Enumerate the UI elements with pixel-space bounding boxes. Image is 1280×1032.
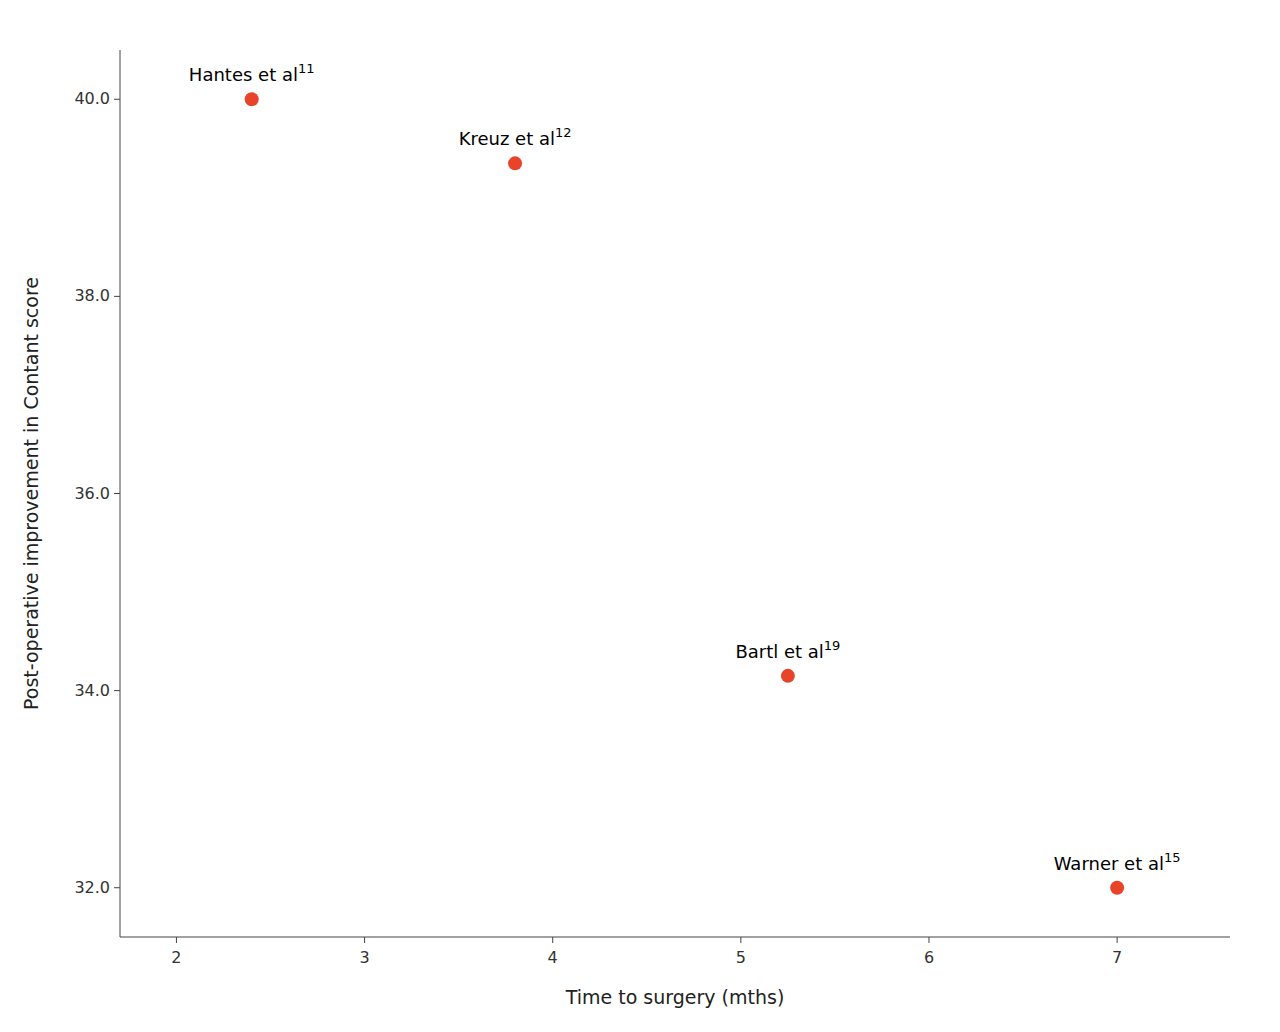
y-tick [114, 493, 120, 494]
y-tick [114, 99, 120, 100]
annotation-text: Kreuz et al [459, 128, 555, 149]
chart: 2 3 4 5 6 7 32.0 34.0 36.0 38.0 40.0 Time to surger… [0, 0, 1280, 1032]
y-tick [114, 296, 120, 297]
y-tick [114, 690, 120, 691]
x-axis-title: Time to surgery (mths) [565, 986, 785, 1008]
annotation: Hantes et al11 [189, 61, 315, 85]
annotation-text: Hantes et al [189, 64, 298, 85]
y-tick-label: 36.0 [74, 484, 110, 503]
x-tick [928, 937, 929, 943]
x-tick-label: 4 [548, 948, 558, 967]
annotation-superscript: 12 [555, 125, 572, 140]
x-tick [176, 937, 177, 943]
x-tick [552, 937, 553, 943]
x-tick-label: 2 [171, 948, 181, 967]
y-tick-label: 40.0 [74, 89, 110, 108]
annotation-superscript: 11 [298, 61, 315, 76]
x-axis-line [120, 937, 1230, 938]
axes: 2 3 4 5 6 7 32.0 34.0 36.0 38.0 40.0 [74, 50, 1230, 967]
points [245, 92, 1124, 894]
point [245, 92, 259, 106]
x-tick [1117, 937, 1118, 943]
annotation-text: Bartl et al [735, 641, 823, 662]
point [508, 156, 522, 170]
annotations: Hantes et al11 Kreuz et al12 Bartl et al19… [189, 61, 1181, 873]
annotation: Kreuz et al12 [459, 125, 572, 149]
y-axis-title: Post-operative improvement in Contant sc… [20, 277, 42, 710]
y-tick-label: 32.0 [74, 878, 110, 897]
y-tick-label: 38.0 [74, 286, 110, 305]
y-tick-label: 34.0 [74, 681, 110, 700]
x-tick-label: 7 [1112, 948, 1122, 967]
annotation: Warner et al15 [1054, 850, 1181, 874]
x-tick-label: 3 [359, 948, 369, 967]
x-tick-label: 5 [736, 948, 746, 967]
point [1110, 881, 1124, 895]
x-tick-label: 6 [924, 948, 934, 967]
annotation: Bartl et al19 [735, 638, 840, 662]
annotation-superscript: 19 [824, 638, 841, 653]
annotation-superscript: 15 [1164, 850, 1181, 865]
annotation-text: Warner et al [1054, 853, 1164, 874]
x-tick [364, 937, 365, 943]
x-tick [740, 937, 741, 943]
y-tick [114, 887, 120, 888]
point [781, 669, 795, 683]
